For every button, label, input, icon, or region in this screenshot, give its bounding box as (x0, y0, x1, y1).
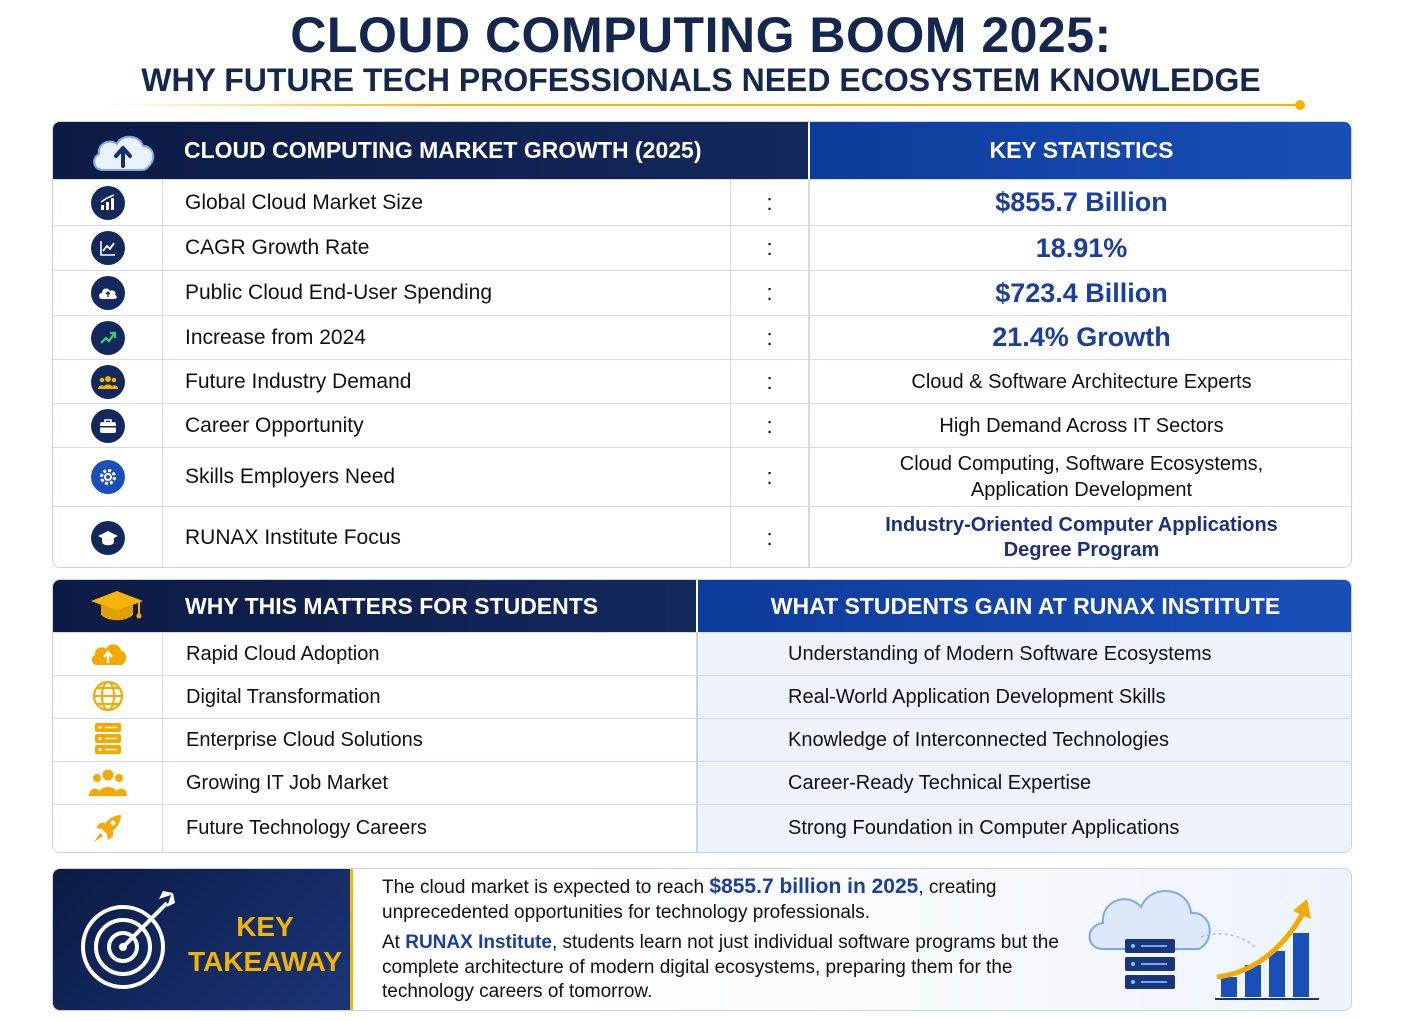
page-subtitle: WHY FUTURE TECH PROFESSIONALS NEED ECOSY… (141, 62, 1261, 98)
row-label: CAGR Growth Rate (185, 236, 370, 259)
key-takeaway-label: KEY (236, 911, 294, 942)
stat-value: $723.4 Billion (995, 277, 1168, 308)
students-gain-heading: WHAT STUDENTS GAIN AT RUNAX INSTITUTE (770, 593, 1281, 619)
gain-label: Real-World Application Development Skill… (696, 676, 1351, 719)
row-label: Career Opportunity (185, 413, 364, 437)
table-row: Global Cloud Market Size : $855.7 Billio… (53, 179, 1351, 225)
key-statistics-heading: KEY STATISTICS (989, 137, 1174, 163)
table-row: Rapid Cloud Adoption Understanding of Mo… (53, 632, 1351, 676)
globe-icon (91, 679, 125, 717)
stat-value: Cloud & Software Architecture Experts (911, 370, 1252, 393)
stat-value-line: Cloud Computing, Software Ecosystems, (899, 453, 1264, 475)
stat-value: $855.7 Billion (995, 187, 1168, 217)
takeaway-paragraph: The cloud market is expected to reach $8… (382, 875, 997, 923)
target-arrow-icon (77, 889, 181, 997)
stat-value-line: Application Development (970, 479, 1193, 501)
title-divider-dot (1295, 100, 1305, 110)
row-separator: : (730, 404, 808, 447)
market-table-header-right: KEY STATISTICS (808, 122, 1351, 179)
key-takeaway-box: KEY TAKEAWAY The cloud market is expecte… (52, 868, 1352, 1011)
key-takeaway-label: TAKEAWAY (187, 946, 343, 977)
people-icon (88, 767, 127, 801)
table-row: Career Opportunity : High Demand Across … (53, 403, 1351, 447)
table-row: Public Cloud End-User Spending : $723.4 … (53, 270, 1351, 315)
key-takeaway-badge: KEY TAKEAWAY (53, 869, 353, 1010)
cloud-upload-icon (89, 130, 157, 178)
reason-label: Rapid Cloud Adoption (186, 643, 380, 665)
cloud-growth-illustration (1083, 877, 1343, 1007)
row-label: RUNAX Institute Focus (185, 526, 401, 549)
stat-value: High Demand Across IT Sectors (939, 414, 1224, 437)
graduation-cap-icon (89, 587, 145, 629)
gain-label: Understanding of Modern Software Ecosyst… (696, 633, 1351, 676)
gain-label: Career-Ready Technical Expertise (696, 762, 1351, 805)
line-chart-icon (90, 231, 125, 265)
takeaway-paragraph: At RUNAX Institute, students learn not j… (382, 932, 1059, 1002)
server-icon (94, 722, 122, 760)
market-size-highlight: $855.7 billion in 2025 (709, 875, 919, 898)
graduation-cap-icon (90, 521, 125, 555)
takeaway-text: The cloud market is expected to reach $8… (382, 875, 1072, 1005)
stat-value: 21.4% Growth (992, 322, 1171, 352)
market-table-heading: CLOUD COMPUTING MARKET GROWTH (2025) (184, 137, 702, 163)
row-label: Skills Employers Need (185, 465, 396, 488)
why-matters-heading: WHY THIS MATTERS FOR STUDENTS (185, 593, 599, 619)
reason-label: Digital Transformation (186, 686, 381, 708)
table-row: Growing IT Job Market Career-Ready Techn… (53, 761, 1351, 805)
row-separator: : (730, 507, 808, 567)
students-table-header-right: WHAT STUDENTS GAIN AT RUNAX INSTITUTE (696, 580, 1351, 632)
gear-icon (90, 460, 125, 494)
row-separator: : (730, 180, 808, 225)
table-row: RUNAX Institute Focus : Industry-Oriente… (53, 506, 1351, 567)
table-row: Skills Employers Need : Cloud Computing,… (53, 447, 1351, 506)
reason-label: Future Technology Careers (186, 817, 427, 839)
bar-chart-icon (90, 185, 125, 220)
row-label: Global Cloud Market Size (185, 190, 424, 214)
students-table-header-left: WHY THIS MATTERS FOR STUDENTS (53, 580, 696, 632)
row-label: Increase from 2024 (185, 325, 366, 349)
row-separator: : (730, 316, 808, 359)
cloud-icon (90, 276, 125, 310)
table-row: Increase from 2024 : 21.4% Growth (53, 315, 1351, 359)
cloud-upload-icon (89, 639, 127, 671)
row-separator: : (730, 226, 808, 270)
market-growth-table: CLOUD COMPUTING MARKET GROWTH (2025) KEY… (52, 121, 1352, 568)
row-label: Public Cloud End-User Spending (185, 281, 493, 304)
gain-label: Strong Foundation in Computer Applicatio… (696, 805, 1351, 852)
title-divider (100, 104, 1300, 106)
row-label: Future Industry Demand (185, 369, 412, 393)
page-title: CLOUD COMPUTING BOOM 2025: (290, 7, 1112, 63)
gain-label: Knowledge of Interconnected Technologies (696, 719, 1351, 762)
institute-highlight: RUNAX Institute (405, 932, 552, 953)
people-icon (90, 364, 125, 399)
market-table-header-left: CLOUD COMPUTING MARKET GROWTH (2025) (53, 122, 808, 179)
stat-value: 18.91% (1035, 232, 1128, 263)
students-table: WHY THIS MATTERS FOR STUDENTS WHAT STUDE… (52, 579, 1352, 853)
row-separator: : (730, 448, 808, 506)
table-row: CAGR Growth Rate : 18.91% (53, 225, 1351, 270)
briefcase-icon (90, 408, 125, 443)
rocket-icon (91, 811, 125, 849)
row-separator: : (730, 271, 808, 315)
table-row: Digital Transformation Real-World Applic… (53, 675, 1351, 719)
table-row: Future Industry Demand : Cloud & Softwar… (53, 359, 1351, 403)
row-separator: : (730, 360, 808, 403)
stat-value-line: Degree Program (1003, 539, 1160, 561)
stat-value-line: Industry-Oriented Computer Applications (885, 514, 1278, 536)
reason-label: Enterprise Cloud Solutions (186, 729, 423, 751)
trend-up-icon (90, 320, 125, 355)
table-row: Future Technology Careers Strong Foundat… (53, 804, 1351, 852)
table-row: Enterprise Cloud Solutions Knowledge of … (53, 718, 1351, 762)
reason-label: Growing IT Job Market (186, 772, 388, 794)
